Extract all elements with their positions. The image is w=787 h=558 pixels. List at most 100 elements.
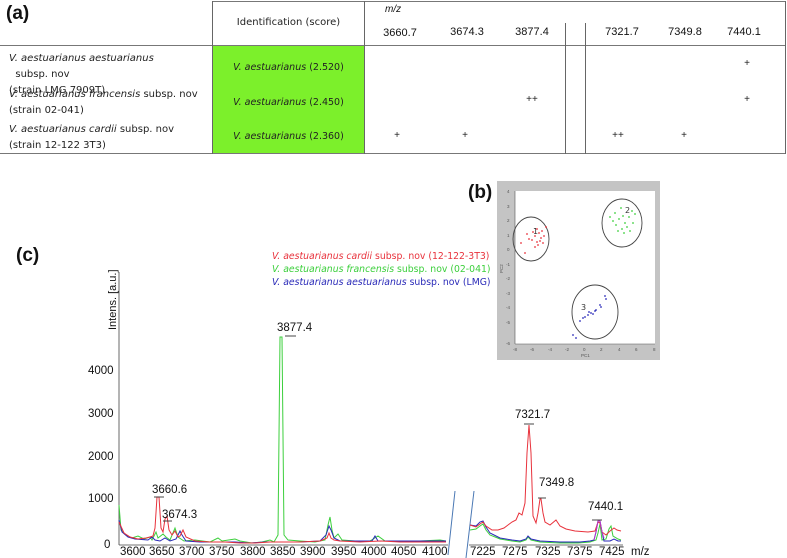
- mark-r1-c6: +: [744, 58, 750, 69]
- mark-r2-c3: ++: [526, 94, 538, 105]
- peak-label-3674: 3674.3: [162, 509, 197, 521]
- svg-text:1000: 1000: [88, 493, 114, 505]
- table-row-strain: V. aestuarianus cardii subsp. nov (strai…: [9, 122, 209, 154]
- table-row-identification: V. aestuarianus (2.520): [213, 60, 364, 76]
- pca-scatter-svg: 4 3 2 1 0 -1 -2 -3 -4 -5 -6 -8 -6 -4 -2 …: [499, 189, 656, 358]
- id-score: (2.520): [306, 62, 344, 73]
- svg-text:3900: 3900: [300, 546, 326, 558]
- panel-label-c: (c): [16, 245, 40, 266]
- strain-suffix: subsp. nov: [116, 124, 175, 135]
- id-species: V. aestuarianus: [233, 97, 307, 108]
- svg-text:3700: 3700: [179, 546, 205, 558]
- strain-name: V. aestuarianus aestuarianus: [9, 53, 154, 64]
- strain-name: V. aestuarianus cardii: [9, 124, 117, 135]
- panel-label-b: (b): [468, 182, 493, 203]
- strain-id: (strain 02-041): [9, 105, 84, 116]
- identification-table: Identification (score) m/z 3660.7 3674.3…: [0, 0, 787, 155]
- svg-text:-2: -2: [506, 276, 510, 281]
- svg-text:3800: 3800: [240, 546, 266, 558]
- svg-text:-4: -4: [506, 305, 510, 310]
- svg-text:0: 0: [583, 347, 586, 352]
- mz-col-4: 7321.7: [605, 26, 639, 38]
- strain-id: (strain LMG 7909T): [9, 85, 106, 96]
- legend-suffix: subsp. nov (02-041): [394, 264, 491, 275]
- svg-text:-3: -3: [506, 291, 510, 296]
- mark-r3-c4: ++: [612, 130, 624, 141]
- strain-suffix: subsp. nov: [140, 89, 198, 100]
- svg-text:3850: 3850: [270, 546, 296, 558]
- peak-label-3877: 3877.4: [277, 322, 313, 334]
- svg-text:2: 2: [600, 347, 603, 352]
- svg-text:3600: 3600: [120, 546, 146, 558]
- svg-text:-6: -6: [506, 341, 510, 346]
- svg-text:2: 2: [625, 206, 630, 215]
- svg-text:-2: -2: [565, 347, 569, 352]
- svg-text:0: 0: [104, 539, 110, 551]
- peak-label-7321: 7321.7: [515, 409, 550, 421]
- svg-text:-1: -1: [506, 262, 510, 267]
- panel-label-a: (a): [6, 3, 30, 24]
- header-mz-label: m/z: [385, 4, 402, 15]
- mark-r3-c2: +: [462, 130, 468, 141]
- svg-text:-6: -6: [530, 347, 534, 352]
- svg-text:7425: 7425: [599, 546, 625, 558]
- svg-text:2: 2: [507, 218, 510, 223]
- mark-r3-c5: +: [681, 130, 687, 141]
- svg-text:3: 3: [507, 204, 510, 209]
- legend-item-cardii: V. aestuarianus cardii subsp. nov (12-12…: [272, 250, 491, 263]
- mz-col-3: 3877.4: [515, 26, 549, 38]
- svg-text:3750: 3750: [209, 546, 235, 558]
- svg-text:8: 8: [653, 347, 656, 352]
- mark-r2-c6: +: [744, 94, 750, 105]
- strain-suffix: subsp. nov: [9, 69, 70, 80]
- legend-species: V. aestuarianus aestuarianus: [272, 277, 407, 288]
- mark-r3-c1: +: [394, 130, 400, 141]
- identification-highlight: [213, 46, 364, 153]
- svg-text:4000: 4000: [361, 546, 387, 558]
- legend-species: V. aestuarianus cardii: [272, 251, 373, 262]
- strain-id: (strain 12-122 3T3): [9, 140, 106, 151]
- svg-text:4050: 4050: [391, 546, 417, 558]
- svg-text:7275: 7275: [502, 546, 528, 558]
- svg-text:7225: 7225: [470, 546, 496, 558]
- legend-item-aestuarianus: V. aestuarianus aestuarianus subsp. nov …: [272, 276, 491, 289]
- svg-text:1: 1: [507, 233, 510, 238]
- spectrum-legend: V. aestuarianus cardii subsp. nov (12-12…: [272, 250, 491, 289]
- svg-text:6: 6: [635, 347, 638, 352]
- svg-text:4000: 4000: [88, 365, 114, 377]
- table-row-identification: V. aestuarianus (2.450): [213, 95, 364, 111]
- svg-text:7325: 7325: [535, 546, 561, 558]
- svg-text:4: 4: [507, 189, 510, 194]
- svg-text:2000: 2000: [88, 451, 114, 463]
- mz-col-1: 3660.7: [383, 27, 417, 39]
- svg-text:3650: 3650: [149, 546, 175, 558]
- svg-text:m/z: m/z: [631, 546, 650, 558]
- svg-text:0: 0: [507, 247, 510, 252]
- svg-text:Intens. [a.u.]: Intens. [a.u.]: [107, 269, 119, 330]
- svg-text:4100: 4100: [422, 546, 448, 558]
- legend-species: V. aestuarianus francensis: [272, 264, 395, 275]
- peak-label-7440: 7440.1: [588, 501, 623, 513]
- pca-plot: 4 3 2 1 0 -1 -2 -3 -4 -5 -6 -8 -6 -4 -2 …: [497, 181, 660, 360]
- id-score: (2.360): [306, 131, 344, 142]
- legend-suffix: subsp. nov (LMG): [406, 277, 491, 288]
- svg-text:7375: 7375: [567, 546, 593, 558]
- id-score: (2.450): [306, 97, 344, 108]
- peak-label-7349: 7349.8: [539, 477, 574, 489]
- svg-text:PC1: PC1: [581, 353, 590, 358]
- svg-text:3000: 3000: [88, 408, 114, 420]
- svg-text:-5: -5: [506, 320, 510, 325]
- table-row-strain: V. aestuarianus francensis subsp. nov (s…: [9, 87, 209, 119]
- svg-text:3: 3: [581, 303, 586, 312]
- peak-label-3660: 3660.6: [152, 484, 187, 496]
- legend-suffix: subsp. nov (12-122-3T3): [372, 251, 490, 262]
- svg-text:1: 1: [533, 227, 538, 236]
- table-row-strain: V. aestuarianus aestuarianus subsp. nov …: [9, 51, 209, 99]
- svg-text:4: 4: [618, 347, 621, 352]
- legend-item-francensis: V. aestuarianus francensis subsp. nov (0…: [272, 263, 491, 276]
- id-species: V. aestuarianus: [233, 62, 307, 73]
- id-species: V. aestuarianus: [233, 131, 307, 142]
- svg-text:PC2: PC2: [499, 264, 504, 273]
